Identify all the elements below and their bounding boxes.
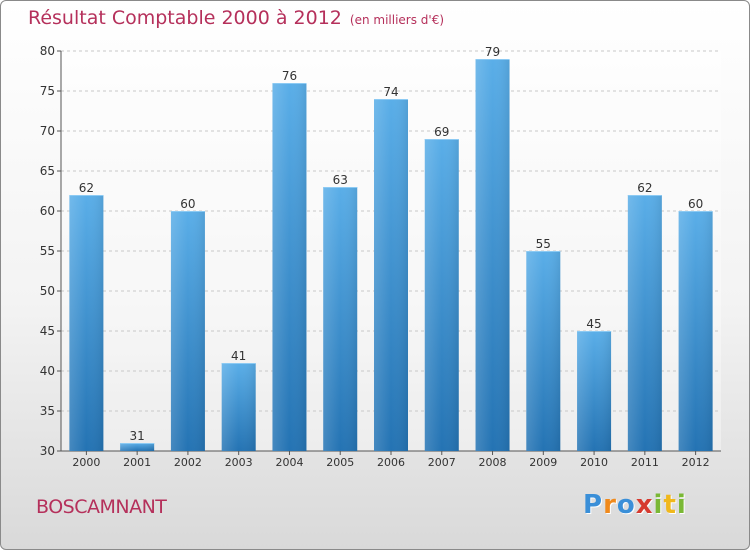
x-tick-label-2011: 2011 [631, 456, 659, 469]
x-tick-label-2004: 2004 [275, 456, 303, 469]
data-label-2008: 79 [485, 45, 500, 59]
x-tick-label-2006: 2006 [377, 456, 405, 469]
data-label-2012: 60 [688, 197, 703, 211]
data-label-2010: 45 [586, 317, 601, 331]
bar-shine-2000 [69, 195, 104, 451]
y-tick-label: 65 [40, 164, 55, 178]
y-tick-label: 70 [40, 124, 55, 138]
x-tick-label-2008: 2008 [479, 456, 507, 469]
bar-shine-2011 [627, 195, 662, 451]
y-tick-label: 40 [40, 364, 55, 378]
data-label-2009: 55 [536, 237, 551, 251]
x-tick-label-2012: 2012 [682, 456, 710, 469]
data-label-2004: 76 [282, 69, 297, 83]
data-label-2000: 62 [79, 181, 94, 195]
bar-shine-2006 [374, 99, 408, 451]
x-tick-label-2003: 2003 [225, 456, 253, 469]
y-tick-label: 75 [40, 84, 55, 98]
logo-letter: P [583, 490, 604, 520]
data-label-2005: 63 [333, 173, 348, 187]
logo-letter: o [616, 490, 636, 520]
bar-shine-2003 [221, 363, 256, 451]
bar-shine-2001 [120, 443, 155, 451]
data-label-2002: 60 [180, 197, 195, 211]
data-label-2001: 31 [130, 429, 145, 443]
logo-letter: i [676, 490, 687, 520]
x-tick-label-2000: 2000 [72, 456, 100, 469]
x-tick-label-2001: 2001 [123, 456, 151, 469]
chart-title: Résultat Comptable 2000 à 2012 (en millie… [28, 7, 444, 29]
bar-shine-2007 [424, 139, 459, 451]
y-tick-label: 30 [40, 444, 55, 458]
y-tick-label: 80 [40, 44, 55, 58]
logo-letter: r [603, 490, 617, 520]
y-tick-label: 60 [40, 204, 55, 218]
x-tick-label-2010: 2010 [580, 456, 608, 469]
y-tick-label: 55 [40, 244, 55, 258]
bar-shine-2008 [475, 59, 510, 451]
data-label-2007: 69 [434, 125, 449, 139]
y-tick-label: 35 [40, 404, 55, 418]
x-tick-label-2009: 2009 [529, 456, 557, 469]
logo-letter: t [663, 490, 677, 520]
bar-shine-2005 [323, 187, 358, 451]
logo-letter: i [653, 490, 664, 520]
bar-shine-2002 [170, 211, 205, 451]
data-label-2006: 74 [383, 85, 398, 99]
data-label-2011: 62 [637, 181, 652, 195]
commune-name: BOSCAMNANT [36, 496, 167, 518]
bar-shine-2004 [272, 83, 307, 451]
bar-shine-2010 [577, 331, 612, 451]
x-tick-label-2007: 2007 [428, 456, 456, 469]
x-tick-label-2005: 2005 [326, 456, 354, 469]
chart-title-main: Résultat Comptable 2000 à 2012 [28, 7, 342, 29]
data-label-2003: 41 [231, 349, 246, 363]
proxiti-logo: Proxiti [583, 490, 687, 520]
y-tick-label: 50 [40, 284, 55, 298]
chart-subtitle: (en milliers d'€) [349, 13, 445, 27]
y-tick-label: 45 [40, 324, 55, 338]
bar-shine-2009 [526, 251, 561, 451]
logo-letter: x [635, 490, 654, 520]
x-tick-label-2002: 2002 [174, 456, 202, 469]
bar-shine-2012 [678, 211, 713, 451]
